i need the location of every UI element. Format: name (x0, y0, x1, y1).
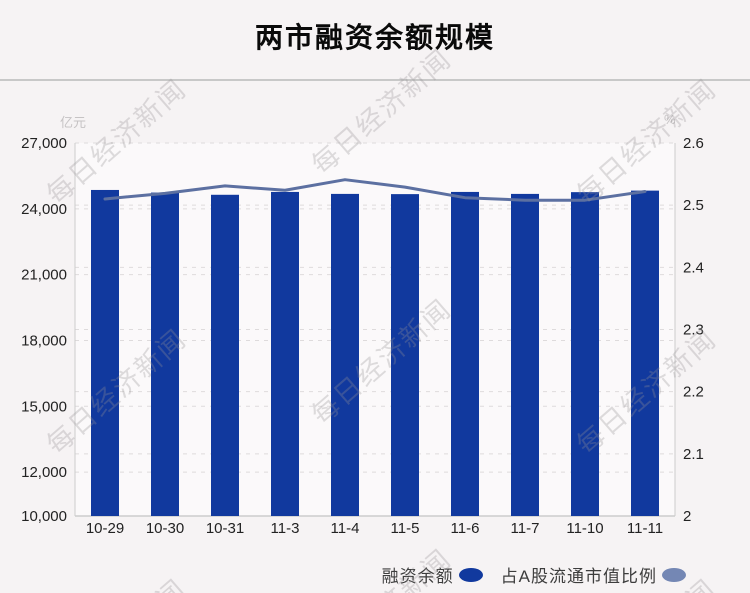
left-tick-label-18000: 18,000 (21, 332, 67, 349)
right-tick-label-2.4: 2.4 (683, 259, 704, 276)
left-axis-unit: 亿元 (60, 115, 87, 130)
x-tick-label-11-7: 11-7 (511, 520, 540, 537)
left-tick-label-12000: 12,000 (21, 464, 67, 481)
bar-11-4 (331, 193, 359, 516)
legend-item-market-cap-ratio: 占A股流通市值比例 (501, 562, 686, 587)
bar-11-3 (271, 191, 299, 516)
bar-11-10 (571, 192, 599, 516)
right-tick-label-2.3: 2.3 (683, 322, 704, 339)
right-tick-label-2: 2 (683, 508, 691, 525)
left-tick-label-24000: 24,000 (21, 201, 67, 218)
x-tick-label-11-10: 11-10 (566, 520, 603, 537)
bar-10-31 (211, 194, 239, 516)
legend-marker-bar-series (458, 567, 483, 582)
legend-label: 占A股流通市值比例 (500, 567, 657, 586)
x-tick-label-10-30: 10-30 (146, 520, 184, 537)
bar-11-11 (631, 190, 659, 516)
x-tick-label-10-29: 10-29 (86, 520, 124, 537)
x-tick-label-11-5: 11-5 (391, 520, 420, 537)
bar-10-30 (151, 192, 179, 517)
right-tick-label-2.6: 2.6 (683, 135, 704, 152)
line-market-cap-ratio (103, 178, 647, 202)
right-axis-unit: % (664, 112, 676, 127)
x-tick-label-11-6: 11-6 (451, 520, 480, 537)
title-divider (0, 79, 750, 81)
x-tick-label-11-11: 11-11 (627, 520, 663, 537)
x-tick-label-11-4: 11-4 (331, 520, 360, 537)
right-tick-label-2.5: 2.5 (683, 197, 704, 214)
x-tick-label-11-3: 11-3 (271, 520, 300, 537)
bar-11-5 (391, 194, 419, 517)
legend-label: 融资余额 (381, 567, 454, 586)
bar-11-7 (511, 193, 539, 516)
right-tick-label-2.1: 2.1 (683, 446, 704, 463)
left-tick-label-27000: 27,000 (21, 135, 67, 152)
legend-marker-line-series (662, 567, 686, 582)
left-tick-label-15000: 15,000 (21, 398, 67, 415)
chart-legend: 融资余额 占A股流通市值比例 (382, 562, 686, 587)
legend-item-financing-balance: 融资余额 (382, 562, 483, 587)
chart-title: 两市融资余额规模 (254, 22, 495, 53)
left-tick-label-21000: 21,000 (21, 267, 67, 284)
bar-11-6 (451, 191, 479, 516)
x-tick-label-10-31: 10-31 (206, 520, 244, 537)
left-tick-label-10000: 10,000 (21, 508, 67, 525)
bar-10-29 (91, 189, 119, 517)
right-tick-label-2.2: 2.2 (683, 384, 704, 401)
